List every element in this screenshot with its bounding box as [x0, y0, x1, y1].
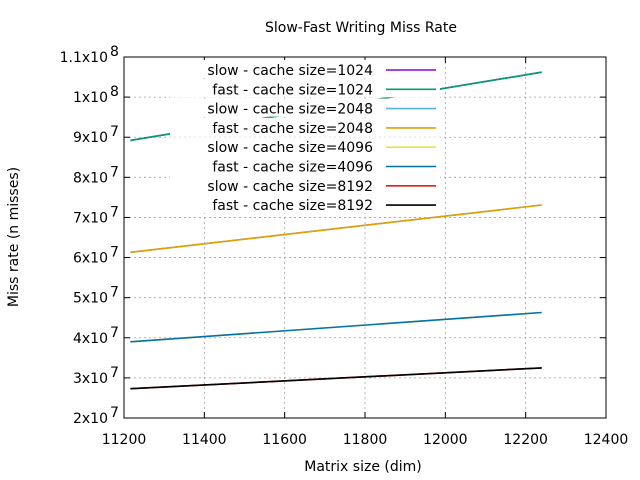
- series-line: [130, 311, 542, 343]
- x-tick-label: 12000: [423, 432, 468, 448]
- y-tick-label: 9x10: [73, 130, 108, 146]
- legend-label-background: [170, 117, 440, 136]
- legend-label-background: [170, 175, 440, 194]
- series-line: [130, 204, 542, 254]
- series-line: [130, 367, 542, 390]
- y-tick-exponent: 8: [110, 84, 119, 100]
- legend-label: slow - cache size=8192: [207, 179, 373, 195]
- legend-label: slow - cache size=1024: [207, 63, 373, 79]
- chart-title: Slow-Fast Writing Miss Rate: [265, 20, 457, 36]
- x-tick-label: 11200: [102, 432, 147, 448]
- x-axis-label: Matrix size (dim): [304, 459, 421, 475]
- legend-label-background: [170, 137, 440, 156]
- legend-label-background: [170, 79, 440, 98]
- x-tick-label: 11800: [343, 432, 388, 448]
- y-tick-label: 8x10: [73, 170, 108, 186]
- y-tick-label: 1x10: [73, 90, 108, 106]
- y-tick-label: 2x10: [73, 411, 108, 427]
- y-tick-exponent: 7: [110, 365, 119, 381]
- y-tick-exponent: 7: [110, 245, 119, 261]
- y-tick-label: 4x10: [73, 331, 108, 347]
- y-tick-exponent: 7: [110, 164, 119, 180]
- legend-label: slow - cache size=4096: [207, 140, 373, 156]
- legend: slow - cache size=1024 fast - cache size=…: [170, 60, 440, 214]
- x-tick-label: 12400: [584, 432, 629, 448]
- legend-label-background: [170, 98, 440, 117]
- y-tick-exponent: 7: [110, 285, 119, 301]
- y-tick-exponent: 7: [110, 405, 119, 421]
- x-tick-label: 11400: [182, 432, 227, 448]
- legend-label: slow - cache size=2048: [207, 102, 373, 118]
- x-tick-label: 12200: [503, 432, 548, 448]
- legend-label-background: [170, 60, 440, 78]
- legend-label-background: [170, 156, 440, 175]
- legend-label-background: [170, 195, 440, 214]
- y-tick-exponent: 7: [110, 124, 119, 140]
- y-tick-label: 5x10: [73, 291, 108, 307]
- plot-frame: [123, 56, 607, 419]
- y-tick-label: 7x10: [73, 210, 108, 226]
- y-tick-exponent: 7: [110, 325, 119, 341]
- y-tick-exponent: 7: [110, 204, 119, 220]
- y-tick-label: 3x10: [73, 371, 108, 387]
- legend-label: fast - cache size=8192: [212, 198, 373, 214]
- legend-label: fast - cache size=1024: [212, 82, 373, 98]
- legend-label: fast - cache size=2048: [212, 121, 373, 137]
- y-tick-label: 6x10: [73, 251, 108, 267]
- x-tick-label: 11600: [262, 432, 307, 448]
- y-tick-label: 1.1x10: [60, 50, 108, 66]
- y-tick-exponent: 8: [110, 44, 119, 60]
- y-axis-label: Miss rate (n misses): [6, 167, 22, 307]
- legend-label: fast - cache size=4096: [212, 160, 373, 176]
